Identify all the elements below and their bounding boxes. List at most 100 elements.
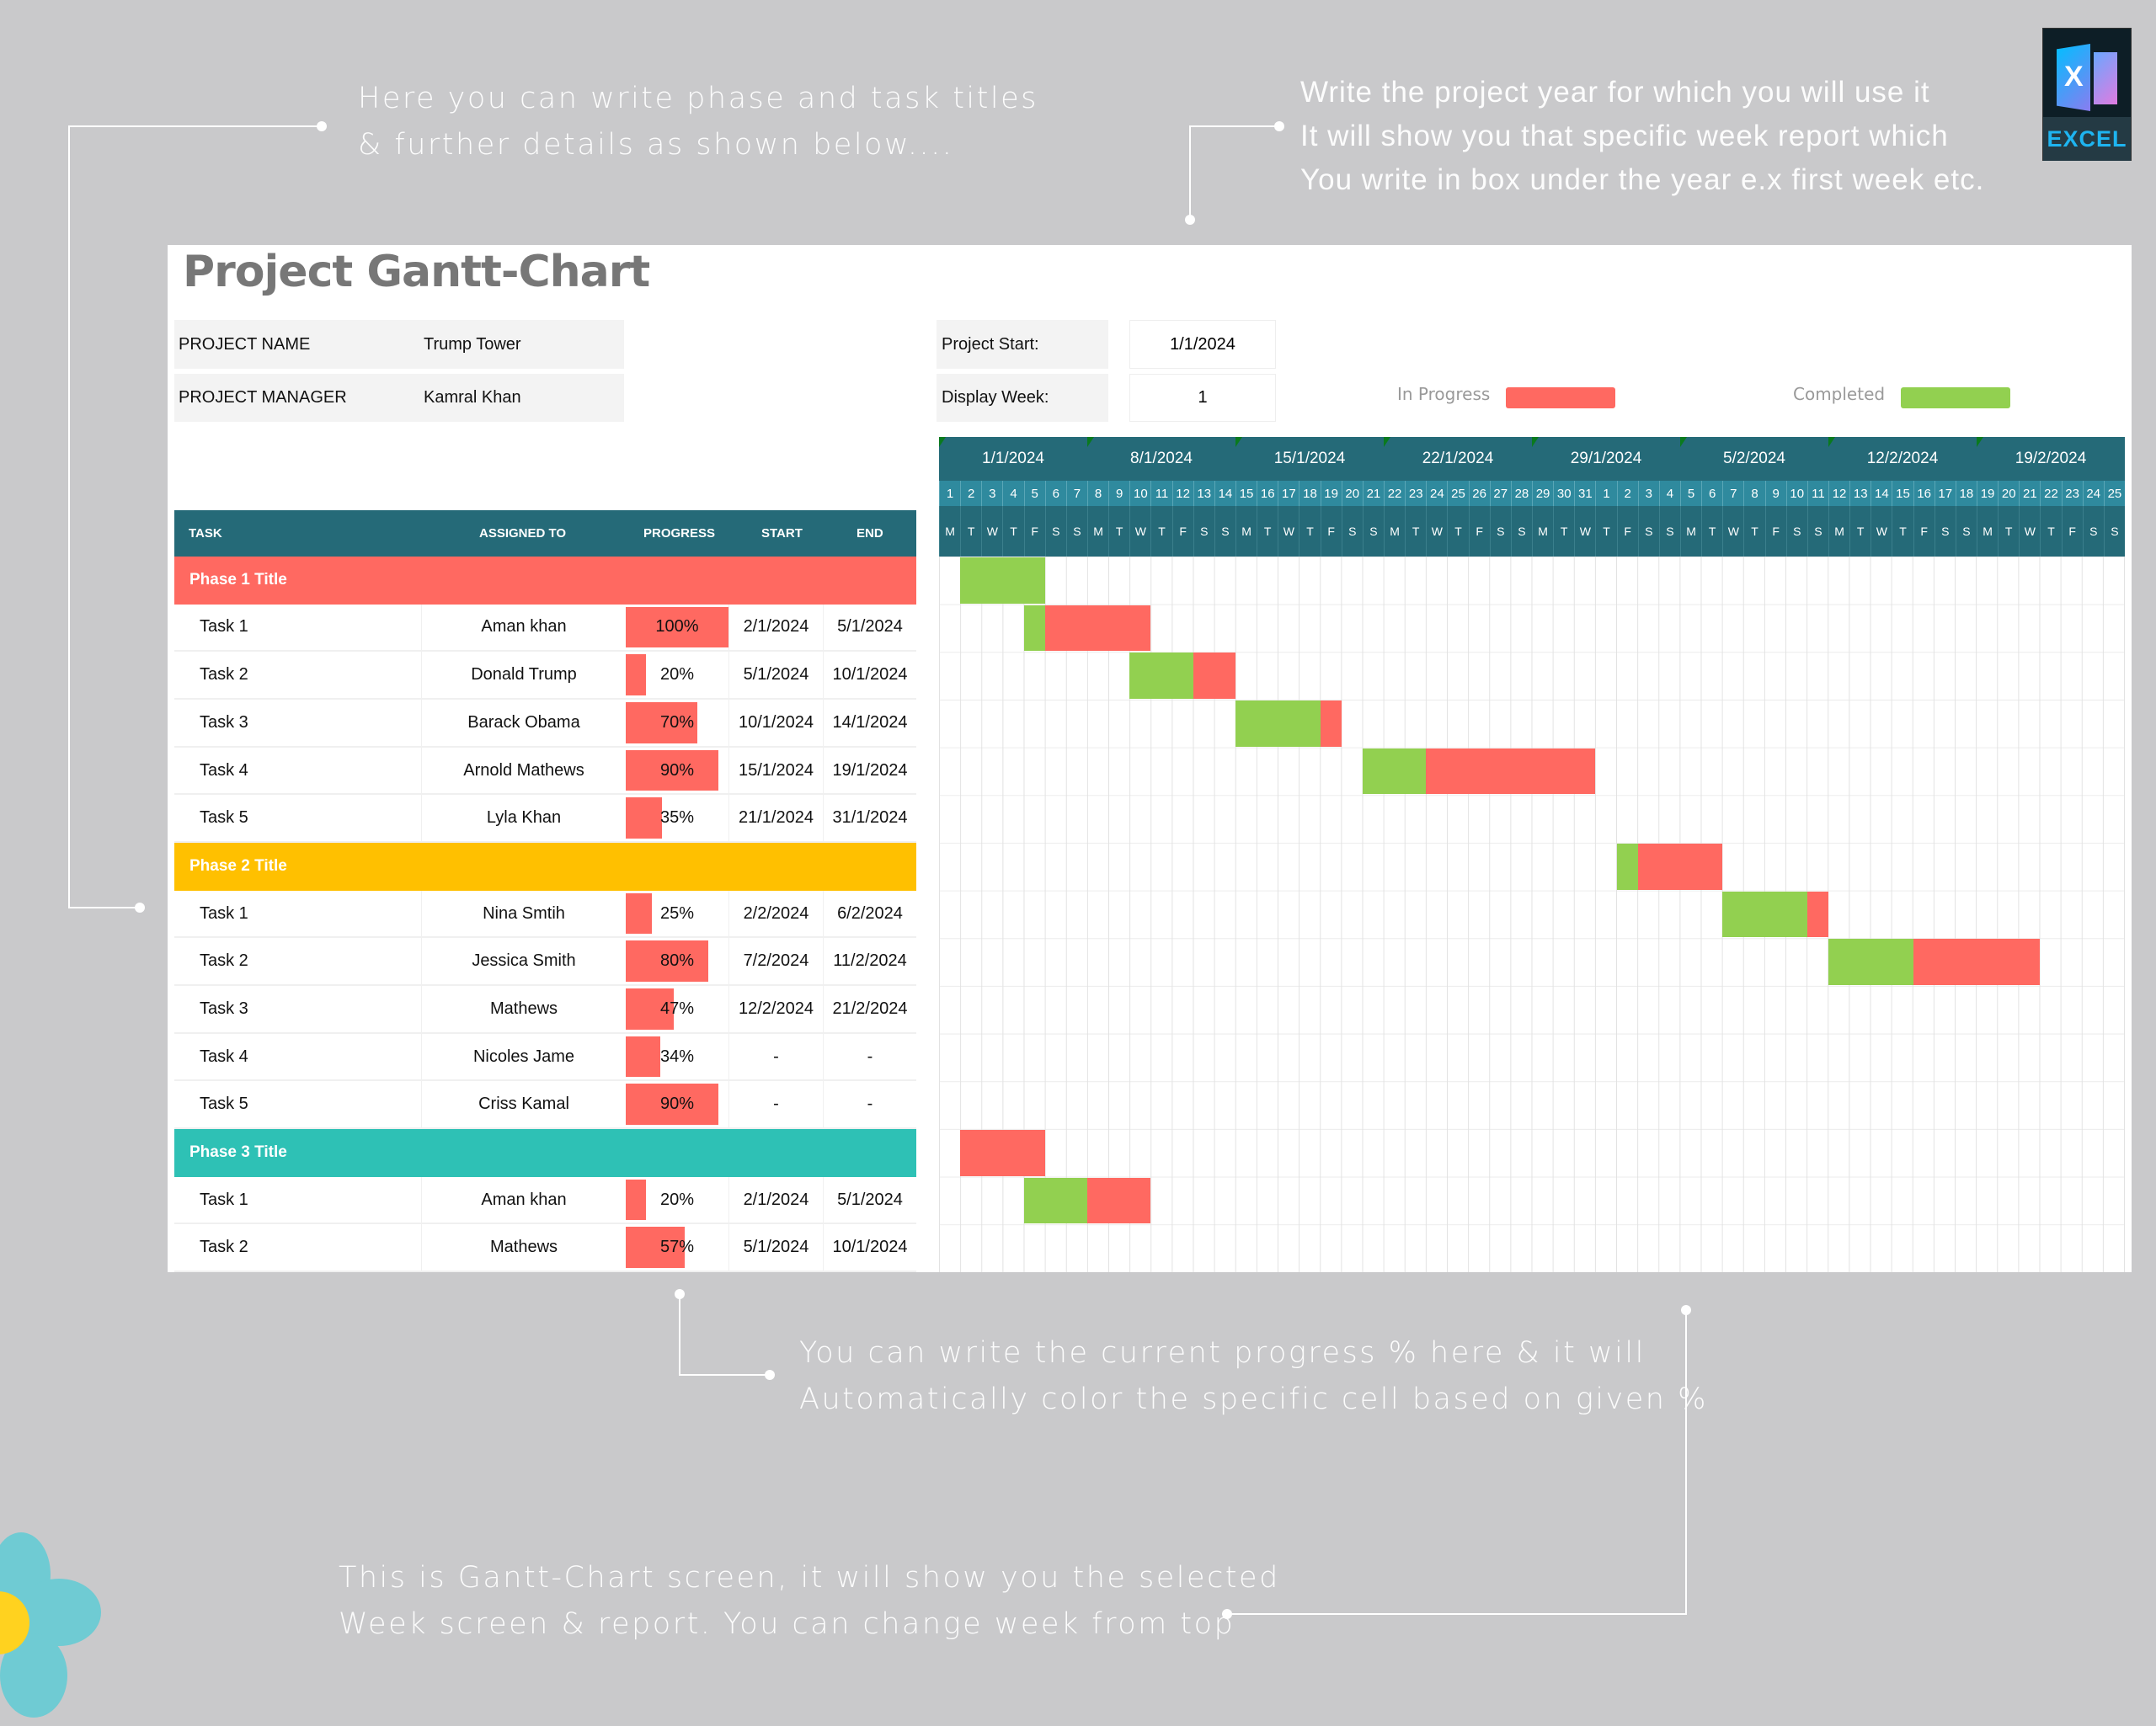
timeline-weekday: T	[1849, 506, 1870, 557]
task-name[interactable]: Task 1	[200, 617, 248, 637]
gantt-bar-completed[interactable]	[1023, 1177, 1087, 1224]
task-name[interactable]: Task 2	[200, 665, 248, 685]
end-date[interactable]: 10/1/2024	[823, 1224, 916, 1271]
end-date[interactable]: 10/1/2024	[823, 652, 916, 698]
assigned-to[interactable]: Nina Smtih	[421, 890, 626, 937]
progress-value[interactable]: 25%	[659, 903, 695, 923]
gantt-bar-completed[interactable]	[1722, 891, 1807, 938]
week-marker-icon	[1828, 437, 1835, 447]
start-date[interactable]: 12/2/2024	[728, 986, 823, 1032]
assigned-to[interactable]: Criss Kamal	[421, 1081, 626, 1128]
project-name-field[interactable]: Trump Tower	[424, 334, 521, 354]
project-manager-field[interactable]: Kamral Khan	[424, 388, 521, 407]
table-row[interactable]: Task 4 Arnold Mathews 90% 15/1/2024 19/1/202…	[174, 747, 916, 796]
end-date[interactable]: 31/1/2024	[823, 795, 916, 841]
start-date[interactable]: 10/1/2024	[728, 700, 823, 746]
table-row[interactable]: Task 2 Mathews 57% 5/1/2024 10/1/2024	[174, 1224, 916, 1273]
end-date[interactable]: 5/1/2024	[823, 604, 916, 651]
end-date[interactable]: 14/1/2024	[823, 700, 916, 746]
gantt-bar-completed[interactable]	[1023, 605, 1045, 652]
assigned-to[interactable]: Mathews	[421, 1224, 626, 1271]
task-name[interactable]: Task 5	[200, 1095, 248, 1114]
assigned-to[interactable]: Jessica Smith	[421, 938, 626, 985]
task-name[interactable]: Task 4	[200, 1047, 248, 1066]
gantt-bar-completed[interactable]	[1362, 748, 1427, 795]
task-name[interactable]: Task 1	[200, 903, 248, 923]
progress-value[interactable]: 80%	[659, 951, 695, 971]
phase-title[interactable]: Phase 2 Title	[189, 857, 287, 876]
table-row[interactable]: Task 1 Nina Smtih 25% 2/2/2024 6/2/2024	[174, 890, 916, 939]
end-date[interactable]: 6/2/2024	[823, 890, 916, 937]
table-row[interactable]: Task 5 Criss Kamal 90% - -	[174, 1081, 916, 1130]
start-date[interactable]: -	[728, 1081, 823, 1128]
progress-value[interactable]: 57%	[659, 1238, 695, 1257]
project-start-input[interactable]: 1/1/2024	[1129, 320, 1276, 369]
gantt-bar-in-progress[interactable]	[960, 1130, 1045, 1176]
gantt-bar-in-progress[interactable]	[1193, 653, 1235, 699]
gantt-bar-completed[interactable]	[1129, 653, 1193, 699]
end-date[interactable]: -	[823, 1033, 916, 1080]
progress-value[interactable]: 90%	[659, 760, 695, 780]
start-date[interactable]: 21/1/2024	[728, 795, 823, 841]
progress-value[interactable]: 20%	[659, 1190, 695, 1209]
gantt-bar-completed[interactable]	[1616, 844, 1638, 890]
end-date[interactable]: 21/2/2024	[823, 986, 916, 1032]
start-date[interactable]: -	[728, 1033, 823, 1080]
task-name[interactable]: Task 2	[200, 1238, 248, 1257]
progress-value[interactable]: 70%	[659, 712, 695, 732]
progress-value[interactable]: 20%	[659, 665, 695, 685]
progress-value[interactable]: 47%	[659, 999, 695, 1018]
assigned-to[interactable]: Donald Trump	[421, 652, 626, 698]
gantt-bar-completed[interactable]	[1235, 701, 1321, 747]
assigned-to[interactable]: Aman khan	[421, 604, 626, 651]
timeline-weekday: W	[1129, 506, 1150, 557]
table-row[interactable]: Task 2 Jessica Smith 80% 7/2/2024 11/2/2024	[174, 938, 916, 987]
phase-title[interactable]: Phase 3 Title	[189, 1143, 287, 1162]
gantt-bar-in-progress[interactable]	[1087, 1177, 1151, 1224]
table-row[interactable]: Task 1 Aman khan 100% 2/1/2024 5/1/2024	[174, 604, 916, 653]
assigned-to[interactable]: Lyla Khan	[421, 795, 626, 841]
task-name[interactable]: Task 2	[200, 951, 248, 971]
table-row[interactable]: Task 3 Mathews 47% 12/2/2024 21/2/2024	[174, 986, 916, 1034]
gantt-bar-in-progress[interactable]	[1320, 701, 1342, 747]
table-row[interactable]: Task 3 Barack Obama 70% 10/1/2024 14/1/2024	[174, 700, 916, 748]
start-date[interactable]: 5/1/2024	[728, 1224, 823, 1271]
progress-value[interactable]: 35%	[659, 808, 695, 828]
end-date[interactable]: 11/2/2024	[823, 938, 916, 985]
task-name[interactable]: Task 3	[200, 712, 248, 732]
assigned-to[interactable]: Mathews	[421, 986, 626, 1032]
progress-value[interactable]: 90%	[659, 1095, 695, 1114]
gantt-bar-completed[interactable]	[1828, 939, 1913, 986]
assigned-to[interactable]: Nicoles Jame	[421, 1033, 626, 1080]
table-row[interactable]: Task 2 Donald Trump 20% 5/1/2024 10/1/2024	[174, 652, 916, 700]
end-date[interactable]: -	[823, 1081, 916, 1128]
task-name[interactable]: Task 1	[200, 1190, 248, 1209]
start-date[interactable]: 5/1/2024	[728, 652, 823, 698]
gantt-bar-in-progress[interactable]	[1044, 605, 1151, 652]
assigned-to[interactable]: Arnold Mathews	[421, 747, 626, 794]
gantt-bar-in-progress[interactable]	[1426, 748, 1596, 795]
progress-value[interactable]: 100%	[655, 617, 699, 637]
start-date[interactable]: 7/2/2024	[728, 938, 823, 985]
start-date[interactable]: 2/1/2024	[728, 604, 823, 651]
progress-value[interactable]: 34%	[659, 1047, 695, 1066]
start-date[interactable]: 2/1/2024	[728, 1176, 823, 1223]
start-date[interactable]: 2/2/2024	[728, 890, 823, 937]
task-name[interactable]: Task 4	[200, 760, 248, 780]
start-date[interactable]: 15/1/2024	[728, 747, 823, 794]
phase-title[interactable]: Phase 1 Title	[189, 571, 287, 589]
task-name[interactable]: Task 3	[200, 999, 248, 1018]
table-row[interactable]: Task 5 Lyla Khan 35% 21/1/2024 31/1/2024	[174, 795, 916, 843]
end-date[interactable]: 19/1/2024	[823, 747, 916, 794]
end-date[interactable]: 5/1/2024	[823, 1176, 916, 1223]
gantt-bar-completed[interactable]	[960, 557, 1045, 604]
gantt-bar-in-progress[interactable]	[1806, 891, 1828, 938]
table-row[interactable]: Task 4 Nicoles Jame 34% - -	[174, 1033, 916, 1082]
gantt-bar-in-progress[interactable]	[1913, 939, 2041, 986]
assigned-to[interactable]: Barack Obama	[421, 700, 626, 746]
task-name[interactable]: Task 5	[200, 808, 248, 828]
table-row[interactable]: Task 1 Aman khan 20% 2/1/2024 5/1/2024	[174, 1176, 916, 1225]
display-week-input[interactable]: 1	[1129, 374, 1276, 422]
assigned-to[interactable]: Aman khan	[421, 1176, 626, 1223]
gantt-bar-in-progress[interactable]	[1637, 844, 1723, 890]
